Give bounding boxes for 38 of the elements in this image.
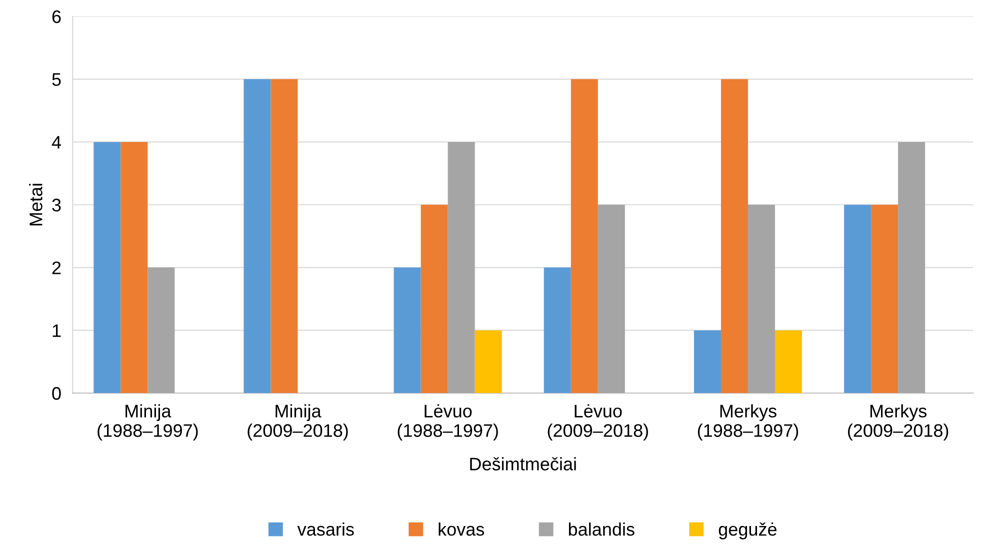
y-tick-label: 5: [52, 73, 61, 86]
bar: [420, 204, 448, 394]
bar: [244, 79, 271, 394]
x-tick-label: Minija (2009–2018): [248, 404, 348, 440]
legend-label: balandis: [568, 522, 634, 536]
legend-label: vasaris: [297, 522, 354, 536]
y-tick-label: 6: [52, 10, 61, 24]
y-tick-label: 1: [52, 324, 61, 337]
bar: [474, 330, 502, 394]
x-tick-label: Merkys (1988–1997): [698, 404, 798, 440]
bar: [120, 142, 148, 394]
x-tick-label: Lėvuo (2009–2018): [548, 404, 648, 440]
bar: [544, 268, 571, 394]
y-tick-label: 3: [52, 198, 61, 212]
bar: [570, 79, 598, 394]
y-axis-title: Metai: [29, 184, 42, 226]
y-tick-label: 0: [52, 387, 61, 400]
bar: [720, 79, 748, 394]
bar: [775, 330, 802, 394]
bar: [871, 204, 898, 394]
bar: [394, 268, 421, 394]
x-axis-title: Dešimtmečiai: [470, 457, 576, 470]
x-tick-label: Merkys (2009–2018): [848, 404, 948, 440]
bar: [844, 204, 872, 394]
bar: [898, 142, 926, 394]
bar: [94, 142, 121, 394]
legend-label: kovas: [438, 522, 484, 536]
bar: [598, 204, 625, 394]
bar: [694, 330, 721, 394]
bar: [148, 268, 175, 394]
bar: [448, 142, 475, 394]
bar: [748, 204, 776, 394]
x-tick-label: Minija (1988–1997): [98, 404, 198, 440]
x-tick-label: Lėvuo (1988–1997): [398, 404, 498, 440]
legend-label: gegužė: [718, 522, 777, 540]
y-tick-label: 4: [52, 136, 61, 148]
y-tick-label: 2: [52, 261, 61, 274]
bar: [270, 79, 298, 394]
